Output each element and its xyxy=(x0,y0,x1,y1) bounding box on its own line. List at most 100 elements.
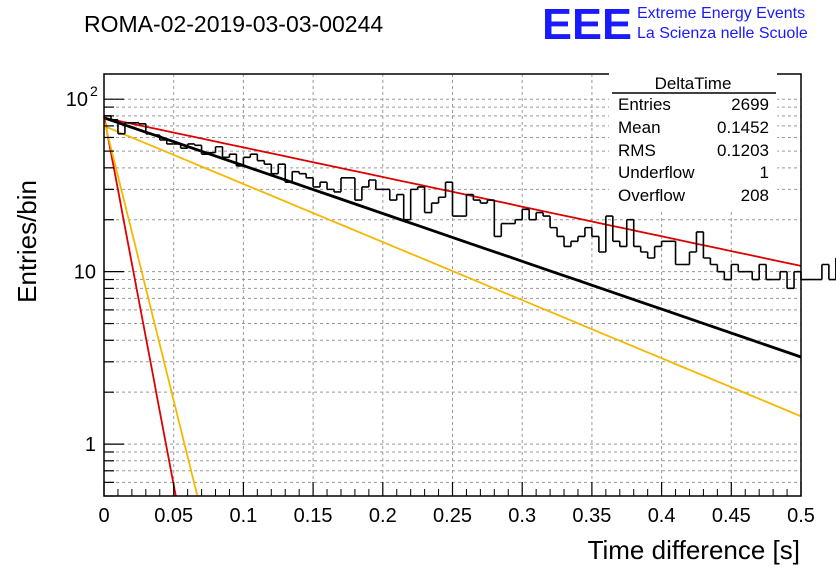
y-tick-label: 1 xyxy=(85,434,96,456)
histogram-bin xyxy=(800,271,808,281)
stats-box: DeltaTime Entries 2699 Mean 0.1452 RMS 0… xyxy=(609,72,777,210)
histogram-bin xyxy=(730,263,739,280)
histogram-bin xyxy=(514,218,523,224)
stats-row-overflow: Overflow 208 xyxy=(618,186,769,205)
curve-fit xyxy=(103,116,802,359)
logo-mark: EEE xyxy=(542,0,632,49)
x-tick-label: 0.15 xyxy=(294,505,333,527)
histogram-bin xyxy=(709,257,718,266)
chart-title: ROMA-02-2019-03-03-00244 xyxy=(84,11,383,37)
x-tick-label: 0.05 xyxy=(154,505,193,527)
histogram-bin xyxy=(402,194,411,221)
histogram-bin xyxy=(270,164,279,175)
histogram-bin xyxy=(549,216,558,229)
stats-label: Underflow xyxy=(618,163,695,182)
histogram-bin xyxy=(263,160,272,165)
histogram-bin xyxy=(249,153,258,158)
curve-lower-fast xyxy=(103,119,199,497)
stats-label: Entries xyxy=(618,95,671,114)
histogram-bin xyxy=(228,153,237,158)
histogram-bin xyxy=(354,177,362,201)
histogram-bin xyxy=(312,177,321,188)
x-tick-label: 0.5 xyxy=(787,505,815,527)
histogram-bin xyxy=(444,181,453,198)
histogram-bin xyxy=(779,270,788,280)
histogram-bin xyxy=(584,226,592,237)
histogram-bin xyxy=(291,170,300,183)
plot-frame xyxy=(103,73,802,497)
histogram-bin xyxy=(256,154,265,162)
y-tick-label: 10 xyxy=(66,89,88,111)
x-tick-label: 0.35 xyxy=(572,505,611,527)
histogram-bin xyxy=(319,181,328,187)
stats-title: DeltaTime xyxy=(655,74,732,93)
histogram-bin xyxy=(472,194,481,201)
stats-value: 208 xyxy=(741,186,769,205)
histogram-bin xyxy=(625,218,634,247)
histogram-bin xyxy=(674,241,683,266)
histogram-bin xyxy=(786,271,795,290)
axis-ticks xyxy=(103,98,802,497)
histogram-bin xyxy=(493,200,502,238)
histogram-bin xyxy=(612,216,620,243)
histogram-bin xyxy=(646,251,655,259)
curve-lower-slow xyxy=(103,125,802,418)
histogram-bin xyxy=(521,208,530,220)
histogram-bin xyxy=(758,263,767,280)
logo-caption-2: La Scienza nelle Scuole xyxy=(637,25,808,42)
histogram-bin xyxy=(416,186,425,190)
histogram-bin xyxy=(298,171,307,175)
histogram-bin xyxy=(660,240,669,247)
histogram-bin xyxy=(395,193,404,201)
histogram-bin xyxy=(723,271,732,281)
y-axis-title: Entries/bin xyxy=(12,180,42,303)
histogram-bin xyxy=(653,245,662,258)
histogram-bin xyxy=(479,200,488,204)
stats-row-mean: Mean 0.1452 xyxy=(618,118,769,137)
x-tick-label: 0.45 xyxy=(712,505,751,527)
histogram-bin xyxy=(605,215,613,252)
histogram-bin xyxy=(716,264,725,273)
histogram-bin xyxy=(375,179,383,191)
histogram-bin xyxy=(305,173,314,179)
histogram-bin xyxy=(437,196,446,204)
histogram-bin xyxy=(214,145,223,153)
histogram-bin xyxy=(765,264,774,281)
histogram-bin xyxy=(368,179,376,187)
stats-label: Overflow xyxy=(618,186,686,205)
stats-label: Mean xyxy=(618,118,661,137)
histogram-bin xyxy=(570,240,578,247)
histogram-bin xyxy=(535,211,544,220)
histogram-bin xyxy=(542,212,551,217)
histogram-bin xyxy=(632,219,641,248)
histogram-bin xyxy=(591,227,599,238)
x-tick-label: 0.3 xyxy=(508,505,536,527)
histogram-bin xyxy=(702,231,711,259)
histogram-bin xyxy=(409,188,418,220)
histogram-bin xyxy=(751,271,760,281)
histogram-bin xyxy=(326,182,335,191)
histogram-bin xyxy=(486,199,495,204)
histogram-bin xyxy=(639,246,648,253)
histogram-bin xyxy=(828,264,836,281)
model-curves xyxy=(103,115,802,497)
histogram-bin xyxy=(556,227,565,238)
logo-caption-1: Extreme Energy Events xyxy=(637,5,805,22)
histogram-bin xyxy=(737,264,746,273)
stats-row-rms: RMS 0.1203 xyxy=(618,141,769,160)
x-tick-label: 0.4 xyxy=(648,505,676,527)
histogram-bin xyxy=(688,251,697,265)
x-tick-label: 0.2 xyxy=(369,505,397,527)
histogram-bin xyxy=(361,186,369,201)
histogram-bin xyxy=(465,193,474,217)
histogram-bin xyxy=(451,182,460,217)
stats-value: 2699 xyxy=(731,95,769,114)
x-tick-label: 0 xyxy=(98,505,109,527)
stats-value: 0.1203 xyxy=(717,141,769,160)
stats-label: RMS xyxy=(618,141,656,160)
curve-upper-fast xyxy=(103,115,177,497)
histogram-bin xyxy=(821,263,829,280)
histogram-bin xyxy=(193,143,202,147)
histogram-bin xyxy=(563,236,571,248)
